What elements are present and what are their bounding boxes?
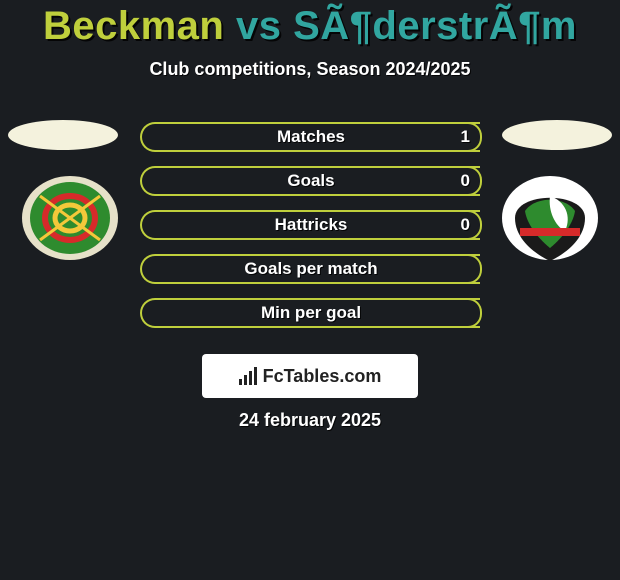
title-player-a: Beckman [43,4,224,48]
player-head-b [502,120,612,150]
footer-date: 24 february 2025 [0,410,620,431]
footer-brand-text: FcTables.com [263,366,382,387]
stat-row: Hattricks0 [140,210,480,240]
title-player-b: SÃ¶derstrÃ¶m [293,4,577,48]
stat-label: Goals per match [142,256,480,282]
player-head-a [8,120,118,150]
stat-row: Matches1 [140,122,480,152]
stat-row: Min per goal [140,298,480,328]
subtitle: Club competitions, Season 2024/2025 [0,59,620,80]
footer-brand[interactable]: FcTables.com [202,354,418,398]
chart-icon [239,367,257,385]
stat-label: Hattricks [142,212,480,238]
stat-label: Goals [142,168,480,194]
stats-panel: Matches1 Goals0 Hattricks0 Goals per match M… [140,122,480,342]
club-logo-b [500,176,600,266]
stat-row: Goals0 [140,166,480,196]
title-vs: vs [236,4,282,48]
stat-row: Goals per match [140,254,480,284]
stat-label: Matches [142,124,480,150]
club-logo-a [20,176,120,266]
page-title: Beckman vs SÃ¶derstrÃ¶m [0,0,620,49]
stat-value-right: 0 [461,168,484,194]
stat-label: Min per goal [142,300,480,326]
stat-value-right: 0 [461,212,484,238]
stat-value-right: 1 [461,124,484,150]
